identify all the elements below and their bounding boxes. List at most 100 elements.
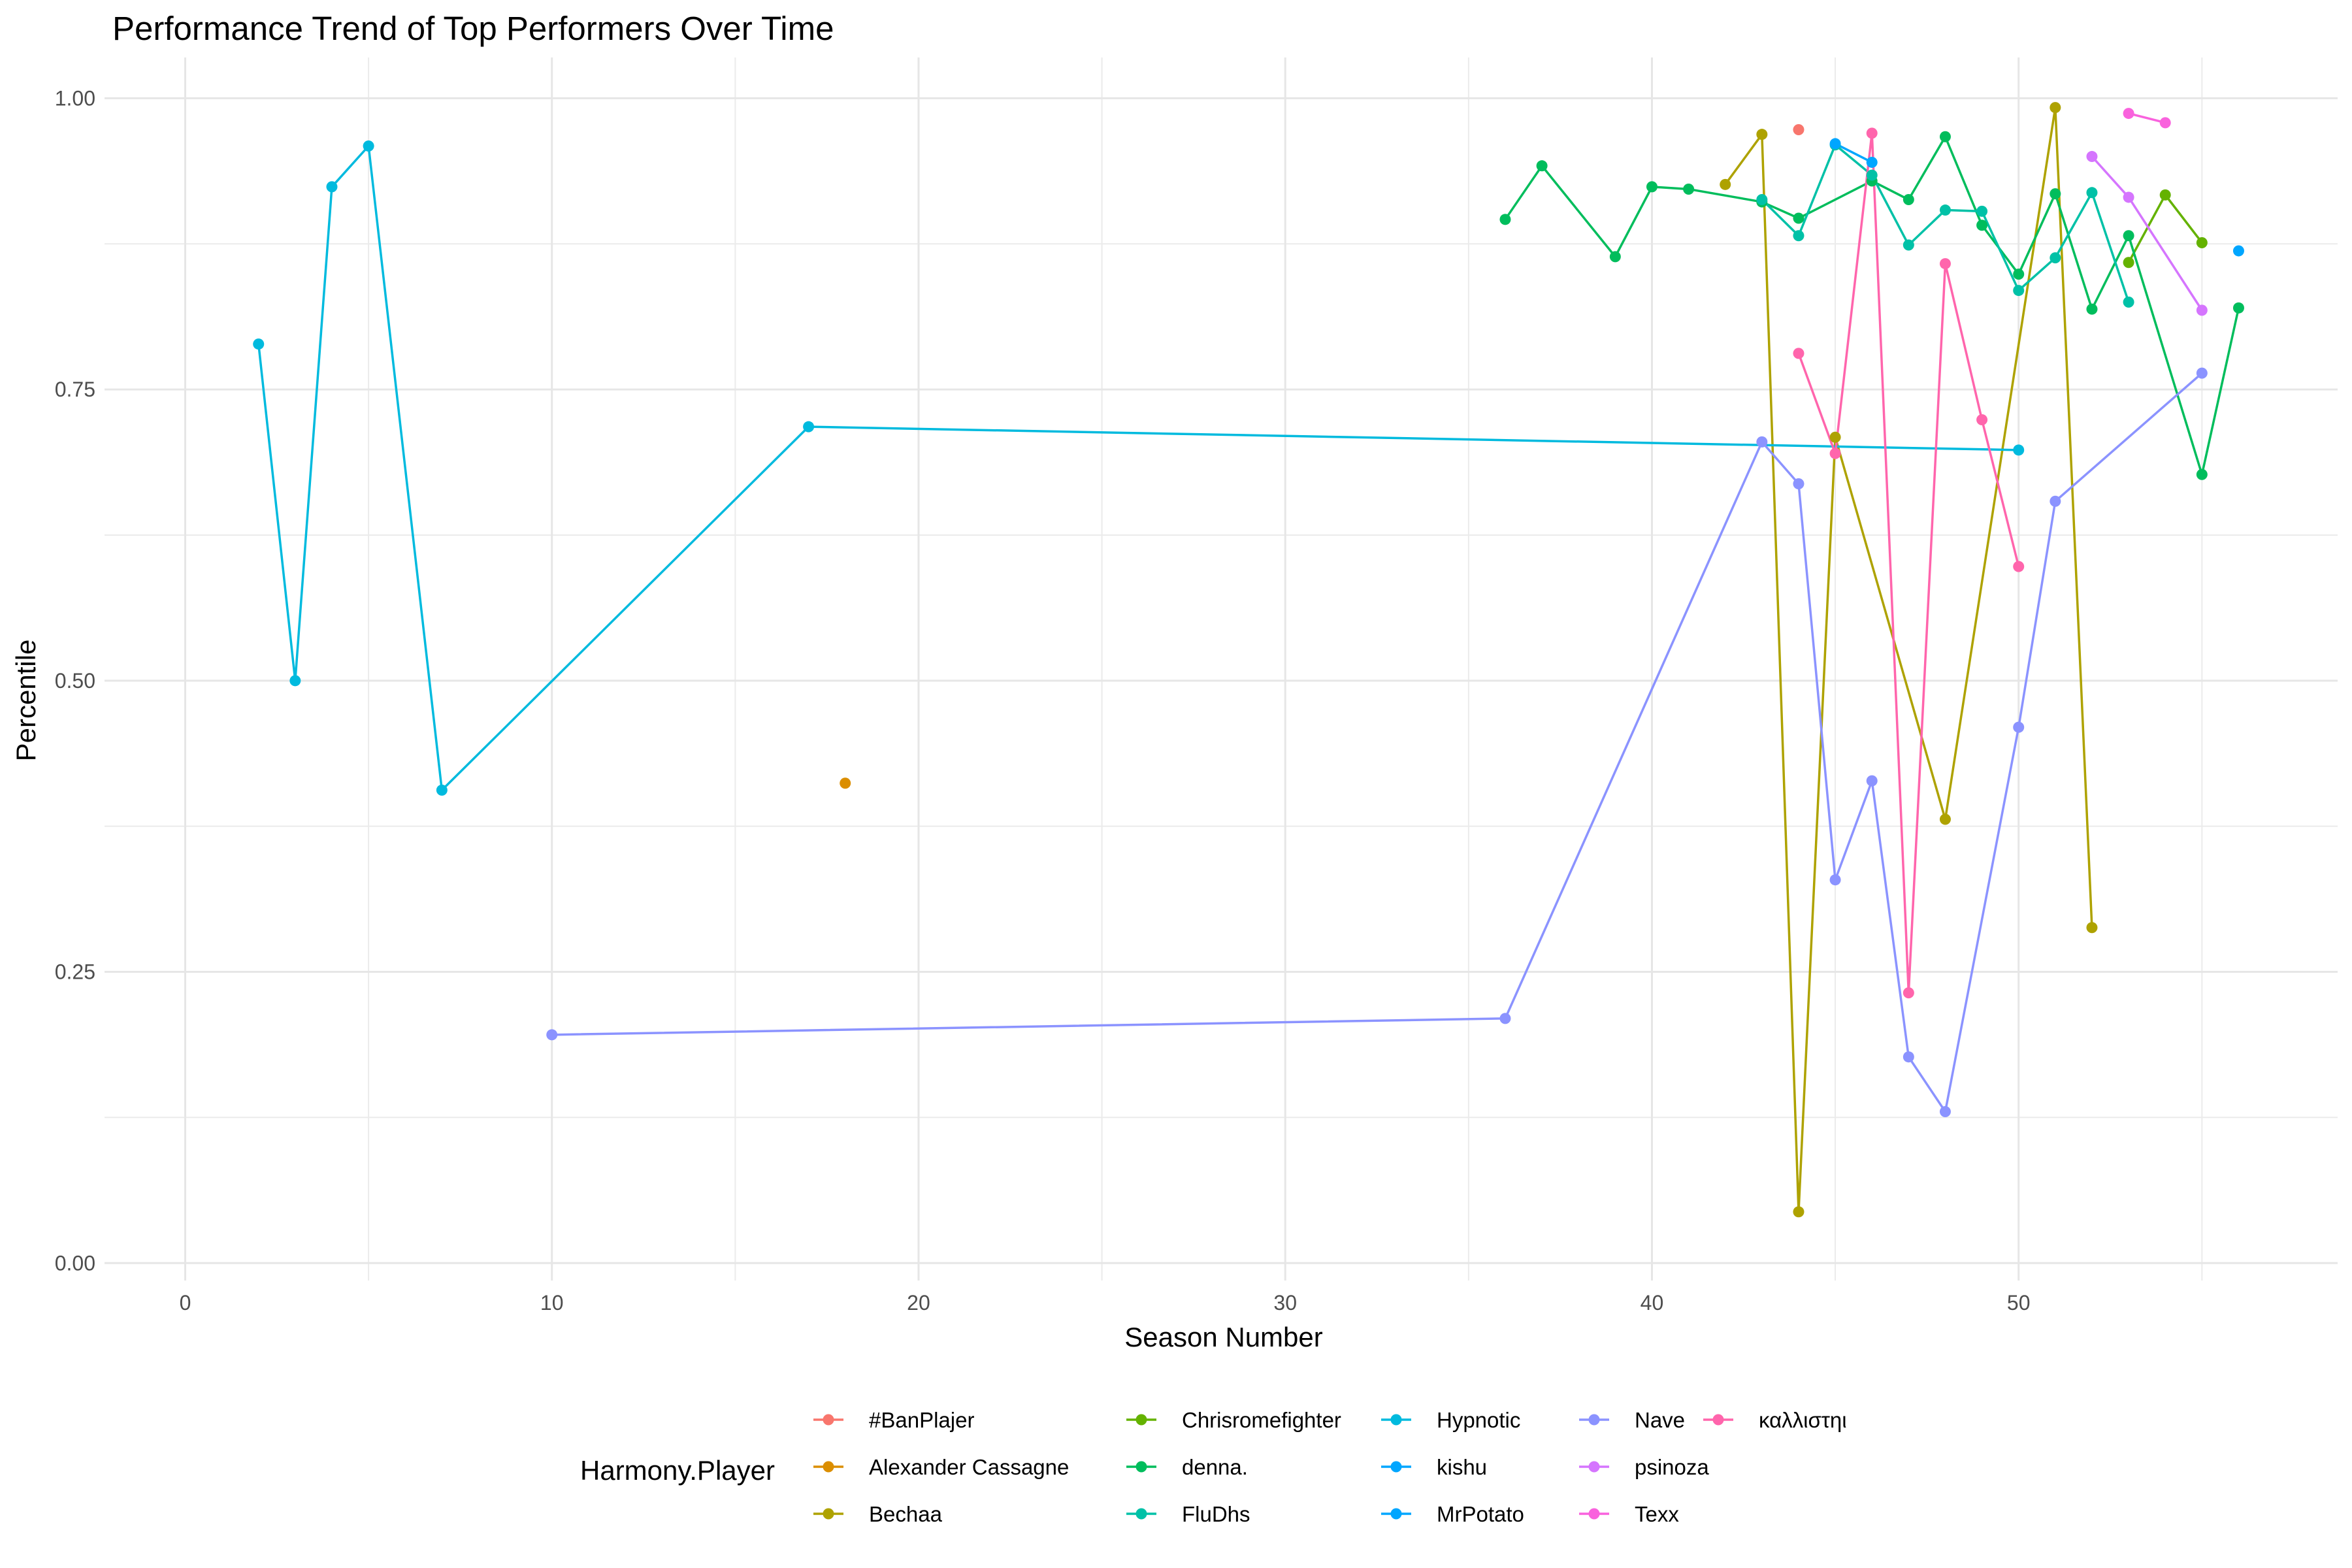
data-point-fludhs [1939,204,1951,216]
data-point-denna [1646,181,1658,193]
legend-label-banplajer: #BanPlajer [869,1408,974,1432]
x-tick-label: 30 [1273,1291,1297,1315]
data-point-series [1829,448,1841,459]
data-point-kishu [1866,156,1878,168]
data-point-nave [1939,1105,1951,1117]
data-point-denna [1683,183,1695,195]
legend-items: #BanPlajer Alexander Cassagne Bechaa Chrisr… [813,1408,1847,1526]
data-point-bechaa [1756,129,1768,140]
legend-key-point-denna [1135,1461,1147,1473]
legend-label-psinoza: psinoza [1635,1455,1709,1479]
chart-title: Performance Trend of Top Performers Over… [112,10,834,47]
data-point-denna [2123,230,2134,242]
data-point-fludhs [2013,285,2025,297]
data-point-psinoza [2123,191,2134,203]
legend-key-point-texx [1588,1508,1600,1520]
data-point-denna [1609,251,1621,263]
data-point-hypnotic [253,338,265,350]
data-point-denna [1536,160,1548,172]
y-axis-title: Percentile [10,640,41,762]
data-point-chrisromefighter [2196,237,2208,248]
data-point-nave [1866,775,1878,787]
data-point-nave [546,1029,558,1041]
data-point-hypnotic [289,675,301,687]
data-point-denna [1499,214,1511,225]
legend-key-point-series [1712,1414,1724,1426]
data-point-nave [2050,495,2061,507]
legend-key-point-nave [1588,1414,1600,1426]
data-point-hypnotic [803,421,815,433]
data-point-denna [2050,188,2061,200]
data-point-denna [1903,194,1914,206]
x-tick-label: 20 [907,1291,930,1315]
legend-key-point-banplajer [823,1414,834,1426]
legend-label-bechaa: Bechaa [869,1502,943,1526]
legend-label-chrisromefighter: Chrisromefighter [1182,1408,1341,1432]
legend-key-point-mrpotato [1390,1508,1402,1520]
data-point-nave [1793,478,1805,490]
legend-label-nave: Nave [1635,1408,1685,1432]
legend-key-point-fludhs [1135,1508,1147,1520]
data-point-bechaa [1829,431,1841,443]
data-point-psinoza [2086,151,2098,163]
data-point-denna [1939,131,1951,142]
y-tick-label: 0.25 [55,960,95,984]
data-point-series [1939,258,1951,270]
legend-label-kishu: kishu [1437,1455,1487,1479]
x-tick-label: 50 [2007,1291,2031,1315]
y-tick-label: 0.75 [55,378,95,401]
legend-label-denna: denna. [1182,1455,1248,1479]
legend-key-point-alexander-cassagne [823,1461,834,1473]
y-tick-label: 0.00 [55,1251,95,1275]
data-point-denna [2196,468,2208,480]
data-point-bechaa [1720,178,1731,190]
legend-key-point-kishu [1390,1461,1402,1473]
data-point-nave [2013,721,2025,733]
data-point-bechaa [2086,922,2098,934]
y-tick-labels: 0.00 0.25 0.50 0.75 1.00 [55,86,95,1275]
legend-label-fludhs: FluDhs [1182,1502,1250,1526]
data-point-kishu [1829,138,1841,150]
legend-title: Harmony.Player [580,1455,775,1486]
x-tick-label: 0 [180,1291,191,1315]
data-point-nave [1829,874,1841,886]
data-point-hypnotic [436,784,448,796]
x-axis-title: Season Number [1124,1322,1323,1352]
y-tick-label: 0.50 [55,669,95,693]
legend-label-mrpotato: MrPotato [1437,1502,1524,1526]
series-line-kishu [1835,142,1873,164]
data-point-fludhs [2086,187,2098,199]
data-point-denna [1976,220,1988,231]
data-point-denna [2086,303,2098,315]
data-point-mrpotato [2232,245,2244,257]
legend-label-alexander-cassagne: Alexander Cassagne [869,1455,1069,1479]
data-point-texx [2123,108,2134,120]
legend-key-point-bechaa [823,1508,834,1520]
data-point-series [2013,561,2025,572]
data-point-hypnotic [363,140,374,152]
data-point-nave [1756,436,1768,448]
y-tick-label: 1.00 [55,86,95,110]
data-point-fludhs [2123,296,2134,308]
data-point-denna [1793,212,1805,224]
data-point-nave [1499,1013,1511,1024]
data-point-bechaa [2050,102,2061,114]
x-tick-label: 40 [1641,1291,1664,1315]
data-point-hypnotic [326,181,338,193]
data-point-chrisromefighter [2123,257,2134,269]
series-line-texx [2128,112,2166,124]
grid-major [105,57,2338,1281]
data-point-nave [2196,367,2208,379]
data-point-fludhs [1866,169,1878,181]
data-point-fludhs [1756,194,1768,206]
data-point-series [1976,414,1988,425]
data-point-series [1903,987,1914,999]
data-point-banplajer [1793,124,1805,136]
grid-minor [105,57,2338,1281]
data-point-fludhs [1903,239,1914,251]
data-point-fludhs [1793,230,1805,242]
legend-key-point-psinoza [1588,1461,1600,1473]
data-point-denna [2232,302,2244,314]
